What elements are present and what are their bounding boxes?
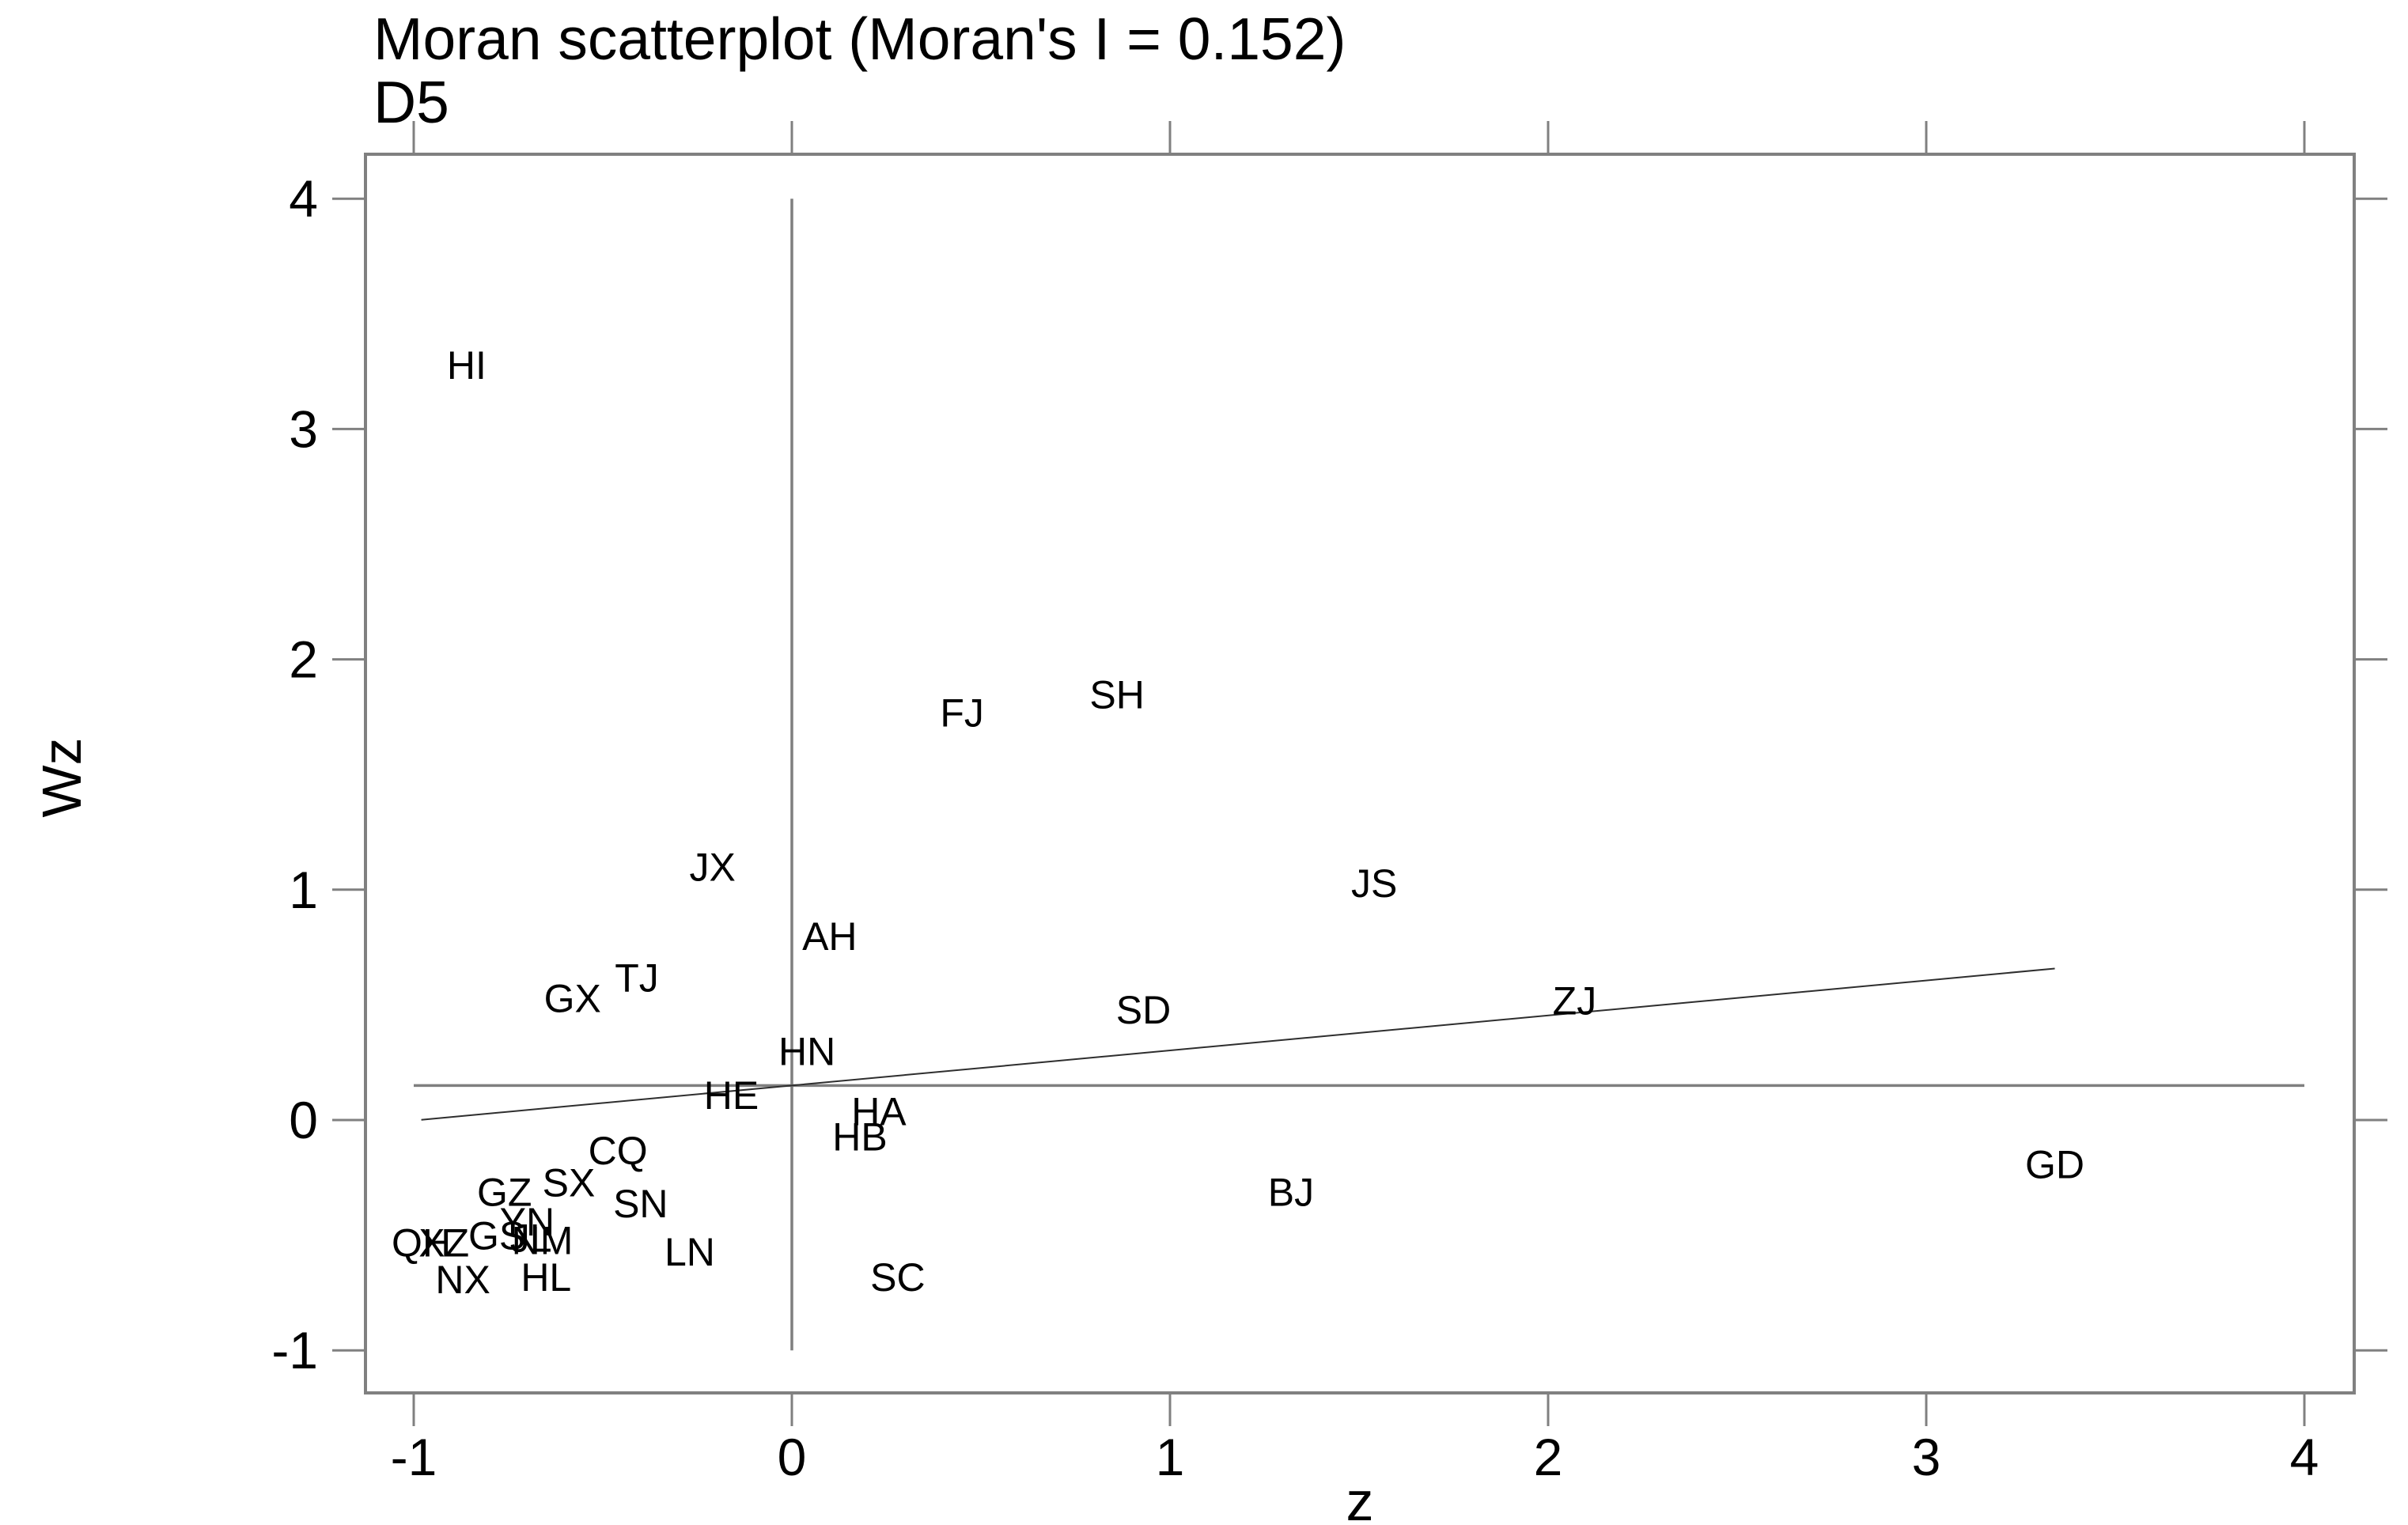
point-label-ln: LN bbox=[664, 1230, 715, 1274]
point-label-hi: HI bbox=[447, 343, 487, 388]
point-label-xz: XZ bbox=[418, 1220, 469, 1265]
point-label-jl: JL bbox=[510, 1217, 552, 1261]
x-tick-label: 3 bbox=[1912, 1428, 1941, 1486]
chart-title: Moran scatterplot (Moran's I = 0.152) bbox=[373, 6, 1346, 72]
y-tick-label: 2 bbox=[289, 630, 318, 689]
point-label-yn: YN bbox=[500, 1200, 555, 1244]
point-label-tj: TJ bbox=[615, 955, 659, 1000]
y-tick-label: 4 bbox=[289, 169, 318, 228]
point-label-gz: GZ bbox=[477, 1170, 532, 1214]
x-tick-label: 1 bbox=[1156, 1428, 1185, 1486]
point-label-hl: HL bbox=[521, 1255, 571, 1300]
y-tick-label: 3 bbox=[289, 399, 318, 458]
point-label-qh: QH bbox=[392, 1220, 451, 1265]
point-label-sx: SX bbox=[543, 1161, 596, 1205]
point-label-sc: SC bbox=[870, 1255, 925, 1300]
point-label-sh: SH bbox=[1089, 672, 1144, 717]
point-label-nx: NX bbox=[435, 1258, 490, 1302]
point-label-ah: AH bbox=[802, 914, 857, 959]
y-tick-label: 1 bbox=[289, 861, 318, 919]
point-label-nm: NM bbox=[512, 1218, 574, 1262]
point-label-sd: SD bbox=[1116, 988, 1171, 1032]
regression-line bbox=[421, 967, 2055, 1121]
point-label-js: JS bbox=[1351, 861, 1397, 906]
plot-frame bbox=[364, 153, 2356, 1394]
point-label-gx: GX bbox=[544, 977, 601, 1021]
point-label-fj: FJ bbox=[940, 691, 984, 736]
point-label-he: HE bbox=[704, 1073, 759, 1118]
x-axis-title: z bbox=[1346, 1470, 1374, 1525]
chart-subtitle: D5 bbox=[373, 68, 449, 135]
point-label-gs: GS bbox=[468, 1214, 525, 1258]
point-label-zj: ZJ bbox=[1553, 979, 1597, 1024]
point-label-ha: HA bbox=[851, 1089, 907, 1133]
y-tick-label: -1 bbox=[271, 1321, 318, 1379]
point-label-hb: HB bbox=[832, 1114, 887, 1159]
x-tick-label: 4 bbox=[2290, 1428, 2319, 1486]
point-label-hn: HN bbox=[778, 1030, 835, 1074]
point-label-cq: CQ bbox=[589, 1129, 648, 1173]
x-tick-label: 2 bbox=[1534, 1428, 1563, 1486]
point-label-bj: BJ bbox=[1268, 1170, 1314, 1214]
point-label-jx: JX bbox=[689, 846, 735, 890]
x-tick-label: -1 bbox=[391, 1428, 437, 1486]
point-label-sn: SN bbox=[613, 1182, 668, 1226]
y-tick-label: 0 bbox=[289, 1091, 318, 1149]
x-tick-label: 0 bbox=[778, 1428, 807, 1486]
point-label-gd: GD bbox=[2025, 1142, 2084, 1186]
chart-title-block: Moran scatterplot (Moran's I = 0.152) D5 bbox=[373, 6, 1346, 135]
